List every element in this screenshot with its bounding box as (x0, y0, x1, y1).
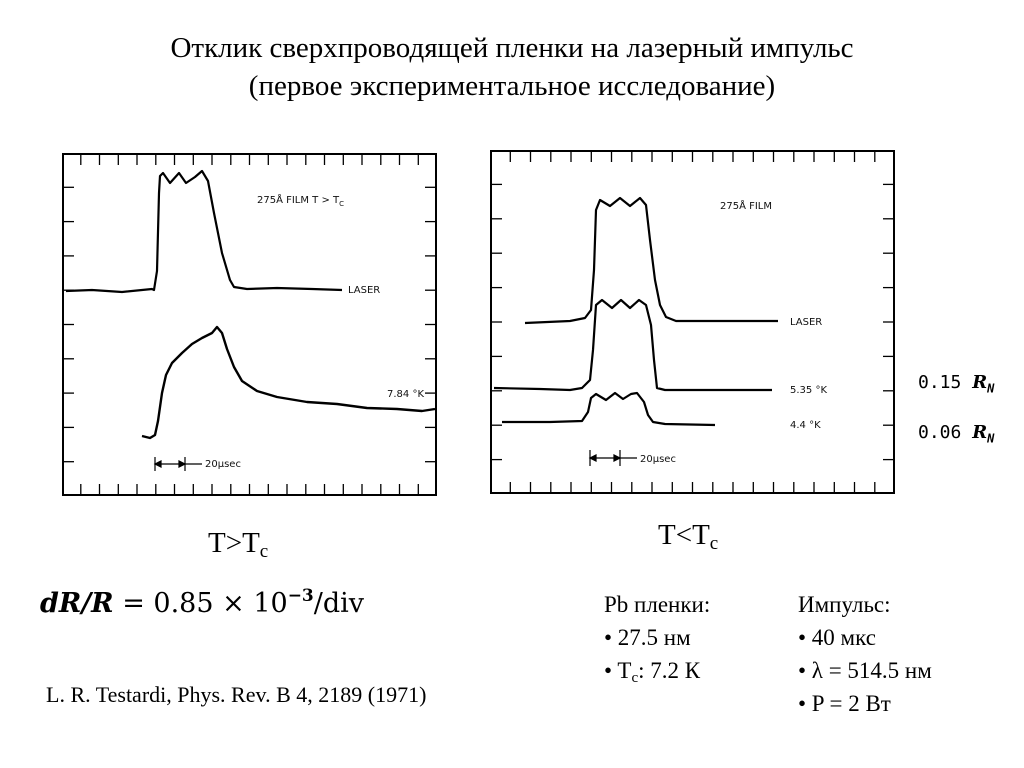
pb-films-tc: • Tc: 7.2 К (604, 658, 701, 686)
time-scale-label: 20μsec (640, 454, 676, 465)
citation: L. R. Testardi, Phys. Rev. B 4, 2189 (19… (46, 682, 427, 707)
condition-above-tc: T>Tc (208, 527, 269, 562)
pb-films-header: Pb пленки: (604, 592, 711, 617)
temperature-label-4-4k: 4.4 °K (790, 420, 821, 431)
time-scale-marker (588, 450, 637, 466)
film-label: 275Å FILM T > TC (257, 193, 344, 208)
laser-label: LASER (790, 317, 822, 328)
oscillogram-below-tc: 275Å FILM LASER 5.35 °K 4.4 °K 20μsec (490, 150, 895, 494)
condition-below-tc: T<Tc (658, 519, 719, 554)
response-trace-5-35k (493, 298, 772, 392)
film-label: 275Å FILM (720, 199, 772, 212)
time-scale-marker (153, 457, 202, 471)
oscillogram-above-tc: 275Å FILM T > TC LASER 7.84 °K 20μsec (62, 153, 437, 496)
laser-pulse-trace (524, 196, 778, 325)
pulse-wavelength: • λ = 514.5 нм (798, 658, 932, 683)
pulse-power: • P = 2 Вт (798, 691, 891, 716)
slide-title-line1: Отклик сверхпроводящей пленки на лазерны… (170, 32, 854, 64)
slide-title-line2: (первое экспериментальное исследование) (248, 70, 776, 102)
resistance-ratio-2: 0.06 RN (918, 422, 995, 446)
pulse-header: Импульс: (798, 592, 891, 617)
response-trace-4-4k (502, 391, 716, 427)
pb-films-thickness: • 27.5 нм (604, 625, 691, 650)
time-scale-label: 20μsec (205, 459, 241, 470)
pulse-duration: • 40 мкс (798, 625, 876, 650)
laser-pulse-trace (65, 169, 343, 294)
temperature-label-5-35k: 5.35 °K (790, 385, 827, 396)
resistance-ratio-1: 0.15 RN (918, 372, 995, 396)
pb-films-info: Pb пленки: • 27.5 нм • Tc: 7.2 К (604, 588, 710, 695)
pulse-info: Импульс: • 40 мкс • λ = 514.5 нм • P = 2… (798, 588, 932, 720)
temperature-label: 7.84 °K (387, 389, 424, 400)
film-response-trace (141, 325, 436, 440)
laser-label: LASER (348, 285, 380, 296)
sensitivity-formula: dR/R = 0.85 × 10−3/div (40, 586, 365, 619)
